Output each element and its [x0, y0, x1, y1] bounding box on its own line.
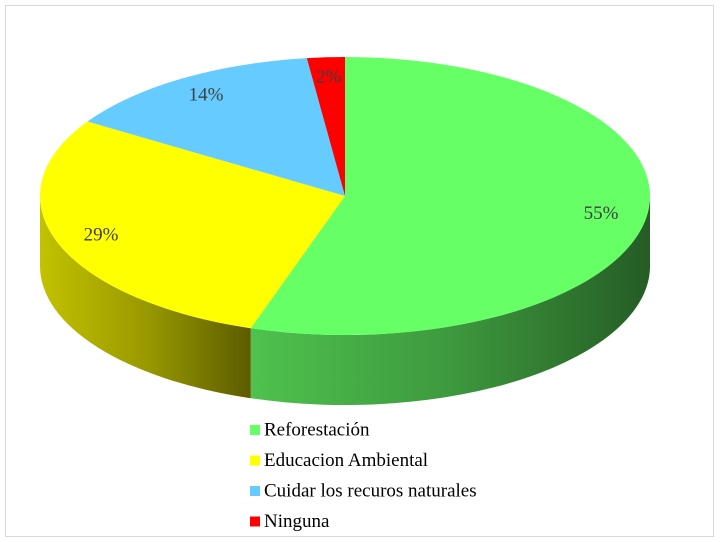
- legend-label: Educacion Ambiental: [264, 450, 428, 471]
- legend-swatch: [250, 425, 260, 435]
- pie-slice: [250, 57, 650, 336]
- legend: Reforestación Educacion Ambiental Cuidar l…: [250, 419, 477, 532]
- pie-side-shade: [40, 196, 251, 399]
- data-label: 55%: [584, 203, 619, 224]
- pie-side-shade: [250, 196, 650, 405]
- data-label: 29%: [84, 224, 119, 245]
- legend-swatch: [250, 455, 260, 466]
- legend-swatch: [250, 516, 260, 527]
- data-label: 2%: [316, 66, 342, 87]
- pie: 55% 29% 14% 2%: [39, 57, 650, 405]
- pie-slice: [306, 57, 345, 196]
- legend-label: Reforestación: [264, 419, 370, 440]
- legend-label: Cuidar los recuros naturales: [264, 480, 477, 501]
- pie-slice: [39, 121, 346, 329]
- legend-swatch: [250, 486, 260, 496]
- pie-slice: [87, 58, 345, 197]
- legend-label: Ninguna: [264, 511, 330, 532]
- data-label: 14%: [189, 85, 224, 106]
